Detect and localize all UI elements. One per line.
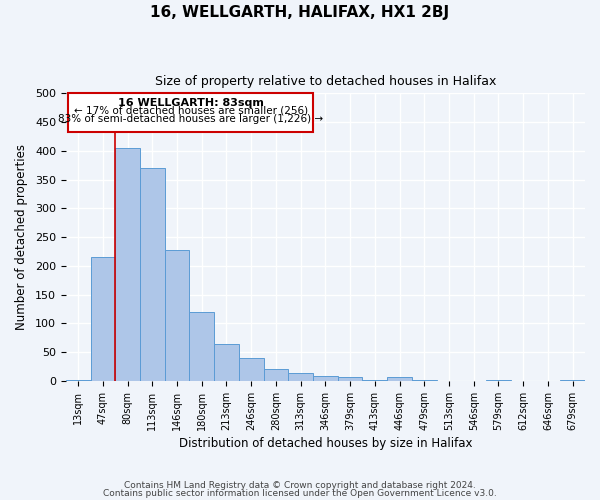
Bar — [214, 344, 239, 381]
FancyBboxPatch shape — [68, 94, 313, 132]
Bar — [412, 380, 437, 381]
Bar — [190, 312, 214, 381]
Text: 16 WELLGARTH: 83sqm: 16 WELLGARTH: 83sqm — [118, 98, 263, 108]
Bar — [66, 380, 91, 381]
Bar — [91, 258, 115, 381]
Bar — [263, 370, 289, 381]
Bar — [140, 168, 164, 381]
Bar — [313, 376, 338, 381]
Text: 16, WELLGARTH, HALIFAX, HX1 2BJ: 16, WELLGARTH, HALIFAX, HX1 2BJ — [151, 5, 449, 20]
Bar — [387, 377, 412, 381]
Text: Contains HM Land Registry data © Crown copyright and database right 2024.: Contains HM Land Registry data © Crown c… — [124, 480, 476, 490]
Bar — [239, 358, 263, 381]
Y-axis label: Number of detached properties: Number of detached properties — [15, 144, 28, 330]
Text: ← 17% of detached houses are smaller (256): ← 17% of detached houses are smaller (25… — [74, 106, 308, 116]
Bar — [486, 380, 511, 381]
Bar — [560, 380, 585, 381]
Bar — [338, 377, 362, 381]
X-axis label: Distribution of detached houses by size in Halifax: Distribution of detached houses by size … — [179, 437, 472, 450]
Bar — [289, 373, 313, 381]
Bar — [362, 380, 387, 381]
Text: Contains public sector information licensed under the Open Government Licence v3: Contains public sector information licen… — [103, 489, 497, 498]
Title: Size of property relative to detached houses in Halifax: Size of property relative to detached ho… — [155, 75, 496, 88]
Text: 83% of semi-detached houses are larger (1,226) →: 83% of semi-detached houses are larger (… — [58, 114, 323, 124]
Bar — [164, 250, 190, 381]
Bar — [115, 148, 140, 381]
